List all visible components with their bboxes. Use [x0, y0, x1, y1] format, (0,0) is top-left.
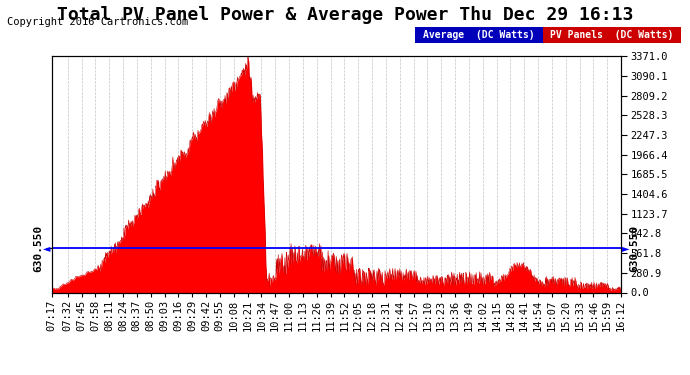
Text: Copyright 2016 Cartronics.com: Copyright 2016 Cartronics.com: [7, 17, 188, 27]
Text: ◄: ◄: [43, 243, 50, 253]
Text: 630.550: 630.550: [629, 225, 640, 272]
Text: ►: ►: [622, 243, 630, 253]
Text: PV Panels  (DC Watts): PV Panels (DC Watts): [551, 30, 673, 40]
Text: Average  (DC Watts): Average (DC Watts): [423, 30, 535, 40]
Text: Total PV Panel Power & Average Power Thu Dec 29 16:13: Total PV Panel Power & Average Power Thu…: [57, 6, 633, 24]
